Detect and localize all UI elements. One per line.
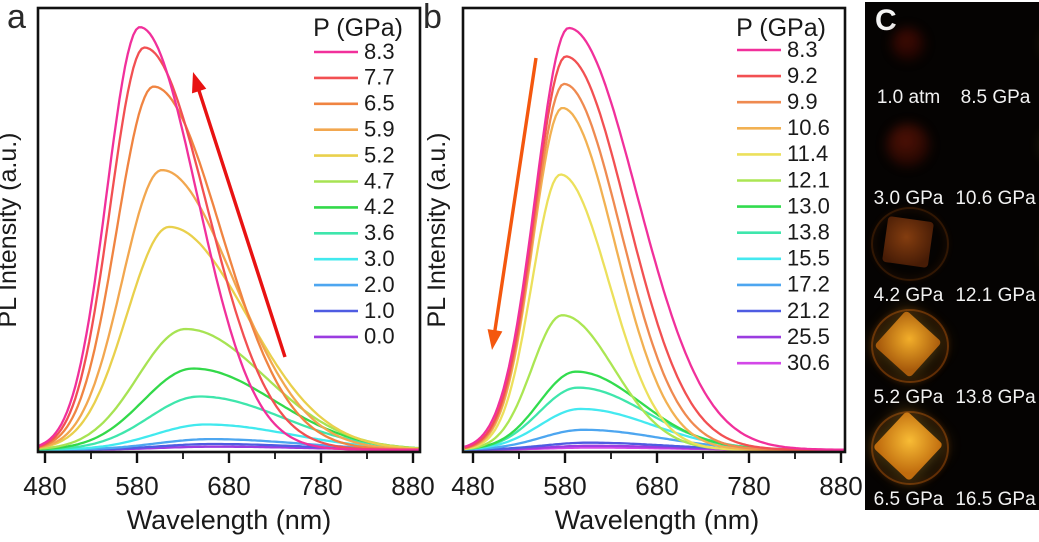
x-tick-label: 580: [543, 471, 586, 501]
legend-label-4.2: 4.2: [364, 194, 395, 219]
plot-border: [461, 6, 847, 454]
x-tick-label: 480: [451, 471, 494, 501]
crystal-cell-1.0-atm: 1.0 atm: [865, 8, 952, 109]
y-axis-label: PL Intensity (a.u.): [425, 133, 451, 328]
legend-label-0.0: 0.0: [364, 324, 395, 349]
spectrum-curve-6.5: [37, 85, 420, 451]
panel-c-letter: C: [875, 4, 897, 37]
legend-label-15.5: 15.5: [787, 246, 830, 271]
x-tick-label: 680: [635, 471, 678, 501]
trend-arrow-head-down: [487, 329, 503, 350]
pressure-label: 13.8 GPa: [955, 387, 1036, 408]
legend-label-4.7: 4.7: [364, 168, 395, 193]
crystal-image: [891, 27, 925, 61]
x-tick-label: 680: [207, 471, 250, 501]
crystal-cell-16.5-GPa: 16.5 GPa: [952, 410, 1039, 510]
legend-label-3.6: 3.6: [364, 220, 395, 245]
x-tick-label: 780: [299, 471, 342, 501]
legend-label-10.6: 10.6: [787, 115, 830, 140]
trend-arrow-shaft: [492, 57, 538, 335]
crystal-cell-5.2-GPa: 5.2 GPa: [865, 308, 952, 409]
spectrum-curve-5.9: [37, 168, 421, 451]
legend-label-1.0: 1.0: [364, 298, 395, 323]
legend-label-8.3: 8.3: [787, 37, 818, 62]
crystal-cell-4.2-GPa: 4.2 GPa: [865, 206, 952, 307]
legend-label-5.9: 5.9: [364, 117, 395, 142]
crystal-image: [886, 123, 930, 167]
legend-label-9.9: 9.9: [787, 89, 818, 114]
legend-title: P (GPa): [313, 14, 403, 42]
legend-label-13.8: 13.8: [787, 220, 830, 245]
y-axis-label: PL Intensity (a.u.): [0, 133, 22, 328]
pressure-label: 16.5 GPa: [955, 489, 1036, 510]
panel-a-letter: a: [7, 0, 26, 36]
legend-label-11.4: 11.4: [787, 141, 828, 166]
spectrum-curve-7.7: [37, 46, 420, 451]
gasket-ring: [871, 411, 949, 485]
x-tick-label: 580: [115, 471, 158, 501]
spectrum-curve-8.3: [37, 26, 420, 451]
legend-label-6.5: 6.5: [364, 91, 395, 116]
x-axis-label: Wavelength (nm): [127, 505, 332, 535]
crystal-image: [882, 216, 934, 268]
pl-spectra-chart-a: 480 580 680 780 880 Wavelength (nm) PL Intensi…: [0, 6, 435, 535]
spectrum-curve-9.2: [464, 55, 845, 451]
pressure-label: 3.0 GPa: [873, 188, 944, 209]
pressure-label: 12.1 GPa: [955, 285, 1036, 306]
pressure-label: 10.6 GPa: [955, 188, 1036, 209]
legend-label-3.0: 3.0: [364, 246, 395, 271]
pressure-label: 5.2 GPa: [873, 387, 944, 408]
pressure-label: 4.2 GPa: [873, 285, 944, 306]
plot-border: [36, 6, 422, 454]
legend-label-2.0: 2.0: [364, 272, 395, 297]
trend-arrow-head-up: [192, 72, 207, 94]
legend-label-5.2: 5.2: [364, 142, 395, 167]
crystal-photo-panel: C 1.0 atm 8.5 GPa 3.0 GPa 10.6 GPa 4.2 GPa 12…: [865, 2, 1039, 510]
crystal-cell-8.5-GPa: 8.5 GPa: [952, 8, 1039, 109]
crystal-cell-10.6-GPa: 10.6 GPa: [952, 109, 1039, 210]
legend-label-7.7: 7.7: [364, 65, 395, 90]
legend-title: P (GPa): [736, 14, 826, 42]
pressure-label: 1.0 atm: [876, 87, 941, 108]
trend-arrow-shaft: [196, 86, 287, 358]
crystal-cell-13.8-GPa: 13.8 GPa: [952, 308, 1039, 409]
x-tick-label: 880: [819, 471, 862, 501]
legend-label-8.3: 8.3: [364, 39, 395, 64]
gasket-ring: [871, 309, 949, 383]
crystal-cell-6.5-GPa: 6.5 GPa: [865, 410, 952, 510]
legend-label-17.2: 17.2: [787, 272, 830, 297]
panel-b-letter: b: [423, 0, 442, 36]
pressure-label: 6.5 GPa: [873, 489, 944, 510]
x-tick-label: 480: [23, 471, 66, 501]
crystal-cell-12.1-GPa: 12.1 GPa: [952, 206, 1039, 307]
legend-label-25.5: 25.5: [787, 324, 830, 349]
legend-label-21.2: 21.2: [787, 298, 830, 323]
x-tick-label: 780: [727, 471, 770, 501]
legend-label-12.1: 12.1: [787, 167, 830, 192]
pl-spectra-chart-b: 480 580 680 780 880 Wavelength (nm) PL Intensi…: [425, 6, 863, 535]
spectrum-curve-8.3: [464, 26, 845, 451]
legend-label-9.2: 9.2: [787, 63, 818, 88]
legend-label-30.6: 30.6: [787, 350, 830, 375]
pressure-label: 8.5 GPa: [960, 87, 1031, 108]
crystal-cell-3.0-GPa: 3.0 GPa: [865, 109, 952, 210]
x-tick-label: 880: [391, 471, 434, 501]
gasket-ring: [871, 207, 949, 281]
spectrum-curve-3.0: [37, 423, 421, 451]
spectrum-curve-3.6: [37, 395, 421, 451]
spectrum-curve-4.2: [37, 367, 421, 451]
x-axis-label: Wavelength (nm): [555, 505, 760, 535]
legend-label-13.0: 13.0: [787, 193, 830, 218]
